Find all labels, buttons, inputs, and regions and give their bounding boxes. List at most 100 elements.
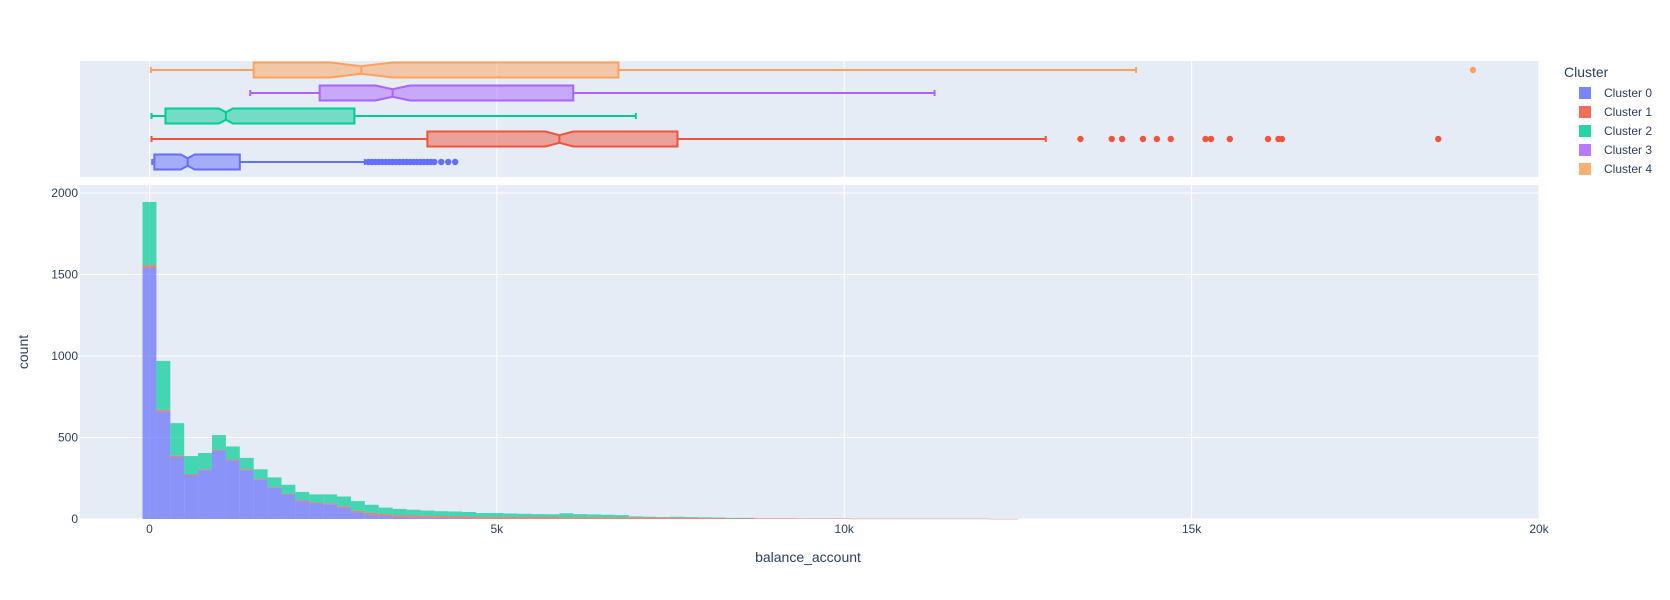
histogram-bar: [392, 515, 407, 518]
histogram-bar: [503, 513, 518, 518]
histogram-bar: [350, 510, 365, 513]
histogram-bar: [364, 512, 379, 515]
outlier-point: [1202, 135, 1209, 143]
histogram-bar: [142, 265, 157, 268]
histogram-bar: [198, 470, 213, 519]
histogram-bar: [476, 512, 490, 518]
histogram-bars: [142, 201, 1018, 520]
histogram-bar: [212, 435, 226, 450]
histogram-bar: [892, 518, 907, 520]
outlier-point: [1153, 135, 1161, 143]
outlier-point: [1108, 135, 1115, 143]
histogram-bar: [184, 474, 199, 475]
legend: Cluster Cluster 0 Cluster 1 Cluster 2 Clust…: [1564, 64, 1652, 176]
histogram-bar: [462, 518, 477, 520]
histogram-bar: [851, 518, 866, 520]
histogram-bar: [198, 452, 213, 470]
histogram-bar: [309, 494, 324, 503]
legend-item: Cluster 2: [1579, 124, 1652, 138]
histogram-bar: [156, 411, 171, 519]
histogram-bar: [962, 518, 977, 520]
box-plot: [151, 153, 459, 171]
histogram-bar: [559, 513, 574, 518]
y-tick-label: 0: [71, 512, 78, 526]
x-tick-label: 15k: [1182, 522, 1202, 536]
histogram-bar: [767, 518, 782, 519]
histogram-bar: [559, 517, 574, 519]
legend-label: Cluster 0: [1604, 86, 1652, 100]
histogram-bar: [545, 517, 560, 519]
histogram-bar: [212, 449, 226, 451]
histogram-bar: [448, 511, 463, 517]
histogram-bar: [976, 518, 991, 520]
histogram-bar: [517, 517, 532, 519]
outlier-point: [1139, 135, 1147, 143]
histogram-bar: [239, 469, 254, 471]
histogram-bar: [350, 512, 365, 519]
histogram-bar: [837, 518, 852, 520]
histogram-bar: [614, 517, 629, 519]
histogram-bar: [184, 456, 199, 475]
histogram-bar: [309, 503, 324, 519]
histogram-bar: [698, 517, 713, 519]
histogram-bar: [392, 508, 407, 516]
outlier-point: [451, 158, 459, 166]
x-tick-label: 10k: [835, 522, 855, 536]
histogram-bar: [670, 516, 685, 518]
box-plot-gridlines: [148, 61, 1540, 177]
histogram-bar: [156, 409, 171, 412]
box-plot: [150, 130, 1442, 148]
histogram-bar: [392, 517, 407, 519]
x-tick-label: 5k: [491, 522, 505, 536]
histogram-bar: [517, 513, 532, 518]
histogram-bar: [503, 517, 518, 519]
histogram-bar: [781, 518, 796, 519]
outlier-point: [431, 158, 438, 166]
histogram-bar: [156, 360, 171, 410]
legend-label: Cluster 2: [1604, 124, 1652, 138]
histogram-bar: [323, 503, 338, 505]
histogram-bar: [364, 514, 379, 519]
outlier-point: [1118, 135, 1126, 143]
x-tick-label: 0: [146, 522, 153, 536]
histogram-bar: [670, 517, 685, 519]
y-axis-label: count: [15, 335, 31, 369]
histogram-bar: [920, 518, 935, 520]
histogram-bar: [420, 510, 435, 516]
histogram-bar: [573, 514, 588, 518]
histogram-bar: [323, 504, 338, 519]
histogram-bar: [295, 501, 310, 519]
histogram-bar: [281, 493, 296, 495]
histogram-bar: [698, 518, 713, 519]
x-axis-ticks: 0 5k 10k 15k 20k: [146, 522, 1550, 536]
histogram-bar: [656, 517, 671, 518]
histogram-bar: [337, 506, 351, 508]
histogram-plot-area: [80, 185, 1539, 519]
outlier-point: [1278, 135, 1286, 143]
histogram-bar: [267, 487, 282, 489]
histogram-bar: [170, 457, 185, 519]
histogram-bar: [225, 460, 240, 519]
histogram-bar: [434, 511, 449, 517]
legend-swatch: [1579, 106, 1591, 118]
histogram-bar: [364, 504, 379, 513]
histogram-bar: [462, 511, 477, 517]
box-body: [426, 130, 679, 148]
histogram-bar: [1004, 518, 1018, 520]
histogram-bar: [170, 423, 185, 456]
legend-item: Cluster 3: [1579, 143, 1652, 157]
histogram-bar: [239, 470, 254, 519]
histogram-bar: [309, 502, 324, 504]
histogram-bar: [225, 459, 240, 461]
histogram-bar: [476, 517, 490, 519]
histogram-bar: [823, 518, 838, 520]
histogram-bar: [726, 518, 741, 519]
histogram-bar: [434, 518, 449, 519]
y-tick-label: 500: [58, 431, 78, 445]
histogram-bar: [684, 517, 699, 518]
histogram-bar: [531, 514, 546, 518]
outlier-point: [1077, 135, 1084, 143]
histogram-bar: [726, 517, 741, 519]
histogram-bar: [587, 517, 602, 519]
